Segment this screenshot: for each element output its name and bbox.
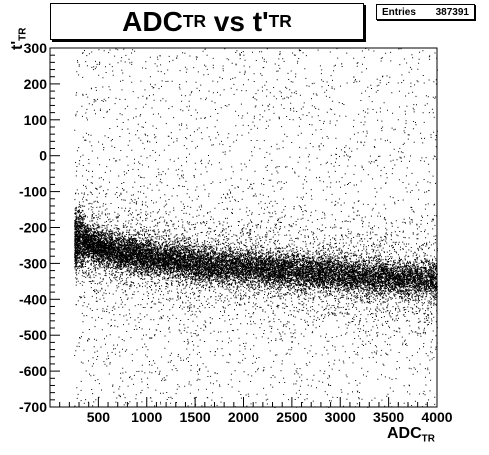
- title-adc-sub: TR: [182, 11, 206, 31]
- y-tick-label: -300: [19, 255, 47, 271]
- y-tick-label: 200: [24, 76, 48, 92]
- y-tick-label: 300: [24, 40, 48, 56]
- chart-title: ADC TR vs t' TR: [50, 3, 364, 40]
- y-axis-label: t'TR: [9, 28, 28, 50]
- y-tick-label: -200: [19, 220, 47, 236]
- stats-box: Entries 387391: [376, 4, 475, 20]
- x-tick-label: 1500: [180, 409, 211, 425]
- x-tick-label: 2000: [228, 409, 259, 425]
- y-axis-label-sub: TR: [17, 27, 29, 41]
- y-tick-label: -100: [19, 184, 47, 200]
- x-axis-label-sub: TR: [421, 433, 435, 445]
- title-vs-t: vs t': [205, 5, 269, 37]
- stats-entries-label: Entries: [382, 6, 416, 18]
- x-tick-label: 500: [87, 409, 111, 425]
- title-adc: ADC: [122, 5, 183, 37]
- x-tick-label: 3000: [325, 409, 356, 425]
- y-tick-label: 100: [24, 112, 48, 128]
- x-tick-label: 4000: [421, 409, 452, 425]
- x-axis-label: ADCTR: [387, 425, 435, 444]
- y-tick-label: -500: [19, 327, 47, 343]
- title-t-sub: TR: [268, 11, 292, 31]
- x-tick-label: 1000: [131, 409, 162, 425]
- y-tick-label: -600: [19, 363, 47, 379]
- x-axis-label-main: ADC: [387, 425, 422, 442]
- x-tick-label: 3500: [373, 409, 404, 425]
- x-tick-label: 2500: [276, 409, 307, 425]
- y-axis-label-main: t': [9, 40, 26, 50]
- y-tick-label: 0: [39, 148, 47, 164]
- y-tick-label: -400: [19, 291, 47, 307]
- y-tick-label: -700: [19, 399, 47, 415]
- stats-entries-value: 387391: [435, 6, 469, 18]
- scatter-points: [74, 48, 438, 408]
